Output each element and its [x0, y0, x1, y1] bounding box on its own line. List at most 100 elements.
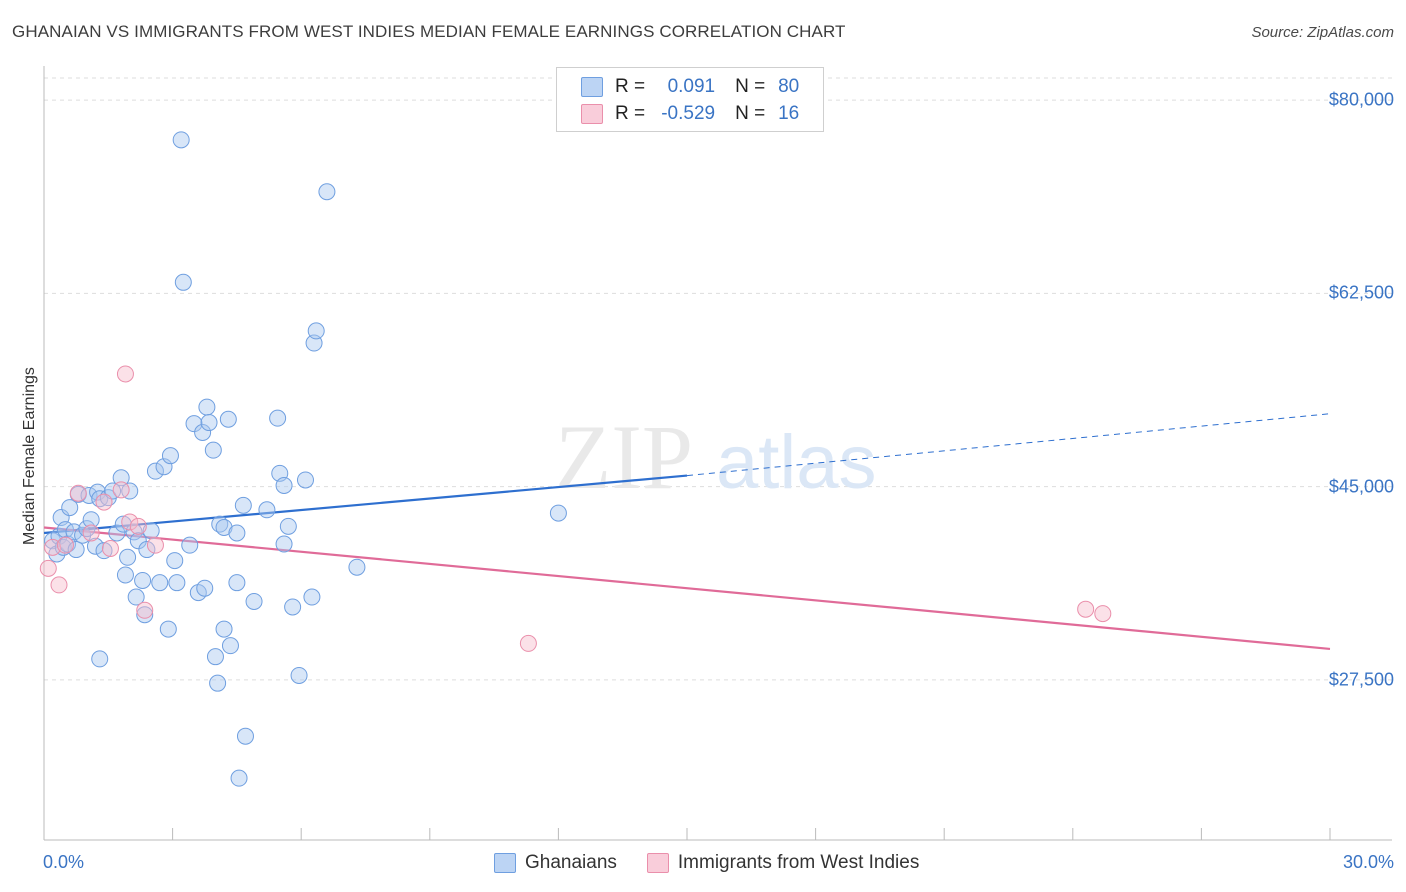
- data-point-ghanaians: [138, 541, 156, 559]
- source-label: Source: ZipAtlas.com: [1251, 24, 1394, 41]
- data-point-ghanaians: [303, 588, 321, 606]
- data-point-ghanaians: [219, 410, 237, 428]
- legend-row-west-indies: R = -0.529 N = 16: [581, 100, 799, 128]
- data-point-ghanaians: [155, 458, 173, 476]
- data-point-ghanaians: [108, 524, 126, 542]
- data-point-ghanaians: [228, 574, 246, 592]
- legend-swatch-blue: [494, 853, 516, 873]
- data-point-ghanaians: [91, 650, 109, 668]
- legend-r-value-1: 0.091: [667, 76, 716, 97]
- data-point-ghanaians: [151, 574, 169, 592]
- data-point-west-indies: [1077, 600, 1095, 618]
- y-axis-label: Median Female Earnings: [21, 367, 38, 545]
- series-legend: Ghanaians Immigrants from West Indies: [494, 852, 949, 874]
- data-point-ghanaians: [112, 469, 130, 487]
- data-point-ghanaians: [119, 548, 137, 566]
- data-point-ghanaians: [136, 606, 154, 624]
- data-point-west-indies: [136, 601, 154, 619]
- data-point-ghanaians: [215, 620, 233, 638]
- data-point-ghanaians: [161, 447, 179, 465]
- y-tick-label: $27,500: [1328, 669, 1394, 690]
- data-point-ghanaians: [279, 517, 297, 535]
- data-point-ghanaians: [185, 415, 203, 433]
- data-point-ghanaians: [146, 462, 164, 480]
- data-point-ghanaians: [348, 558, 366, 576]
- data-point-ghanaians: [89, 483, 107, 501]
- stats-legend: R = 0.091 N = 80 R = -0.529 N = 16: [556, 67, 824, 132]
- series-ghanaians: [44, 131, 567, 787]
- data-point-ghanaians: [134, 571, 152, 589]
- data-point-ghanaians: [245, 592, 263, 610]
- axes: [43, 66, 1392, 841]
- legend-label-ghanaians: Ghanaians: [525, 852, 617, 873]
- data-point-ghanaians: [269, 409, 287, 427]
- data-point-ghanaians: [296, 471, 314, 489]
- legend-n-value-1: 80: [778, 76, 800, 97]
- watermark-zip: ZIP: [555, 406, 693, 508]
- data-point-ghanaians: [196, 579, 214, 597]
- legend-swatch-pink: [581, 104, 603, 124]
- data-point-ghanaians: [275, 535, 293, 553]
- data-point-west-indies: [116, 365, 134, 383]
- legend-n-label: N =: [735, 103, 766, 124]
- data-point-west-indies: [44, 538, 62, 556]
- watermark-atlas: atlas: [716, 420, 877, 505]
- legend-n-label: N =: [735, 76, 766, 97]
- data-point-ghanaians: [209, 674, 227, 692]
- data-point-ghanaians: [159, 620, 177, 638]
- series-west-indies: [39, 365, 1112, 652]
- data-point-west-indies: [39, 559, 57, 577]
- data-point-ghanaians: [228, 524, 246, 542]
- data-point-ghanaians: [194, 423, 212, 441]
- trend-line-west-indies: [43, 526, 1331, 651]
- data-point-ghanaians: [215, 518, 233, 536]
- data-point-ghanaians: [206, 648, 224, 666]
- data-point-west-indies: [56, 536, 74, 554]
- data-point-west-indies: [50, 576, 68, 594]
- data-point-west-indies: [519, 634, 537, 652]
- legend-label-west-indies: Immigrants from West Indies: [677, 852, 920, 873]
- data-point-ghanaians: [116, 566, 134, 584]
- legend-row-ghanaians: R = 0.091 N = 80: [581, 73, 799, 101]
- data-point-ghanaians: [290, 666, 308, 684]
- data-point-west-indies: [82, 524, 100, 542]
- data-point-west-indies: [146, 536, 164, 554]
- data-point-west-indies: [95, 493, 113, 511]
- data-point-ghanaians: [67, 541, 85, 559]
- data-point-ghanaians: [221, 637, 239, 655]
- y-tick-label: $80,000: [1328, 89, 1394, 110]
- data-point-ghanaians: [198, 398, 216, 416]
- data-point-ghanaians: [549, 504, 567, 522]
- data-point-ghanaians: [129, 532, 147, 550]
- data-point-ghanaians: [181, 536, 199, 554]
- data-point-ghanaians: [258, 501, 276, 519]
- y-tick-label: $62,500: [1328, 282, 1394, 303]
- data-point-ghanaians: [82, 511, 100, 529]
- data-point-ghanaians: [127, 588, 145, 606]
- data-point-ghanaians: [200, 414, 218, 432]
- trend-line-ghanaians: [43, 474, 688, 535]
- data-point-west-indies: [69, 484, 87, 502]
- trend-line-ghanaians-extended: [686, 413, 1331, 477]
- data-point-ghanaians: [65, 523, 83, 541]
- legend-swatch-blue: [581, 77, 603, 97]
- legend-n-value-2: 16: [778, 103, 800, 124]
- watermark: ZIP atlas: [555, 406, 877, 508]
- data-point-west-indies: [112, 481, 130, 499]
- x-tick-min: 0.0%: [43, 852, 85, 872]
- legend-item-west-indies: Immigrants from West Indies: [646, 852, 920, 874]
- legend-r-value-2: -0.529: [661, 103, 716, 124]
- data-point-west-indies: [1094, 605, 1112, 623]
- data-point-ghanaians: [168, 574, 186, 592]
- data-point-ghanaians: [174, 273, 192, 291]
- data-point-ghanaians: [284, 598, 302, 616]
- data-point-ghanaians: [61, 499, 79, 517]
- y-tick-label: $45,000: [1328, 476, 1394, 497]
- chart-title: GHANAIAN VS IMMIGRANTS FROM WEST INDIES …: [12, 22, 846, 41]
- data-point-ghanaians: [236, 727, 254, 745]
- data-point-ghanaians: [275, 477, 293, 495]
- data-point-west-indies: [129, 517, 147, 535]
- legend-r-label: R =: [615, 76, 646, 97]
- data-point-ghanaians: [80, 486, 98, 504]
